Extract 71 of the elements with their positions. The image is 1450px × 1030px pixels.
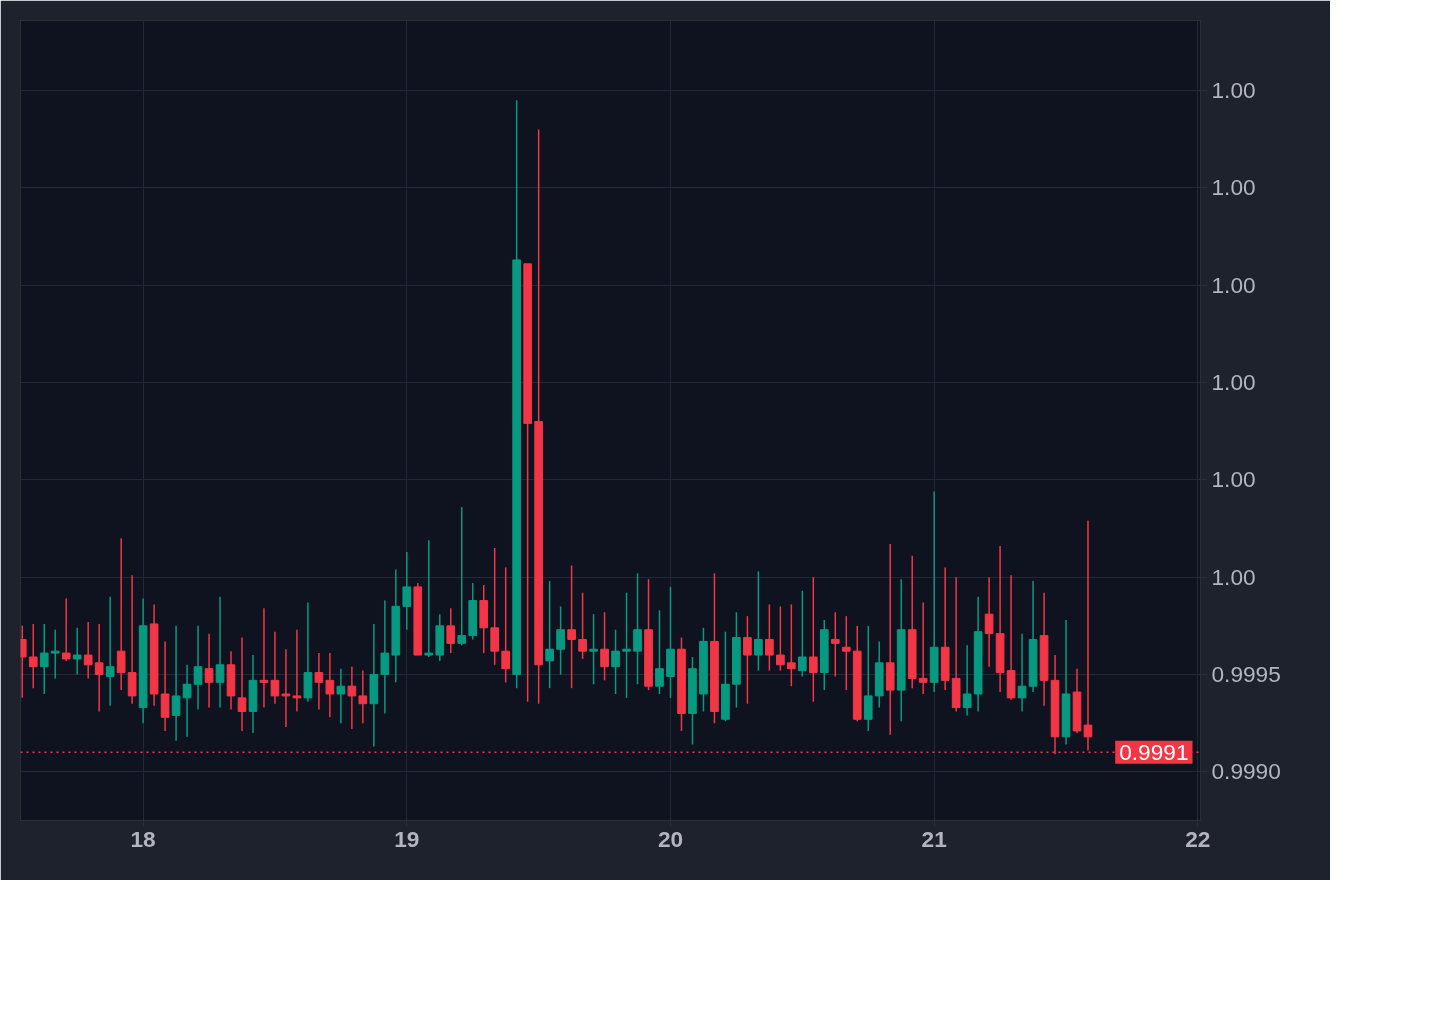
candlestick: [325, 652, 335, 719]
candlestick: [61, 597, 71, 662]
y-tick-label: 1.00: [1211, 271, 1256, 298]
candlestick: [830, 611, 840, 678]
candlestick: [655, 609, 664, 695]
candlestick: [105, 595, 115, 707]
candlestick: [116, 537, 126, 691]
candlestick: [1017, 632, 1027, 713]
candlestick: [424, 539, 434, 658]
candlestick: [490, 547, 500, 666]
candlestick: [39, 623, 49, 695]
candlestick: [83, 621, 93, 680]
candlestick: [567, 564, 576, 689]
candlestick: [204, 632, 214, 709]
x-tick-label: 20: [657, 825, 684, 852]
y-tick-label: 1.00: [1211, 77, 1256, 104]
x-tick-label: 22: [1185, 825, 1211, 852]
candlestick: [556, 605, 565, 676]
candlestick: [270, 630, 280, 705]
candlestick: [160, 640, 170, 732]
candlestick: [281, 648, 291, 728]
candlestick: [578, 592, 587, 660]
candlestick: [28, 623, 38, 689]
candlestick: [314, 652, 324, 711]
candlestick: [765, 603, 774, 672]
candlestick: [787, 603, 796, 687]
candlestick: [622, 592, 631, 699]
y-tick-label: 1.00: [1211, 563, 1256, 590]
candlestick: [808, 576, 818, 703]
y-tick-label: 0.9990: [1211, 758, 1281, 785]
candlestick: [743, 615, 752, 705]
candlestick: [797, 590, 807, 678]
y-tick-label: 1.00: [1211, 174, 1256, 201]
candlestick: [446, 607, 456, 654]
candlestick: [193, 625, 203, 711]
candlestick: [215, 595, 225, 709]
candlestick: [171, 625, 181, 742]
candlestick: [611, 629, 620, 695]
candlestick: [127, 574, 137, 705]
candlestick: [984, 576, 994, 668]
candlestick: [292, 629, 302, 713]
x-tick-label: 19: [394, 825, 420, 852]
candlestick: [336, 667, 346, 724]
candlestick: [457, 506, 467, 647]
candlestick: [841, 615, 851, 691]
candlestick: [72, 627, 82, 676]
candlestick: [863, 625, 873, 732]
candlestick: [237, 636, 247, 732]
candlestick: [501, 566, 511, 684]
x-tick-label: 21: [921, 825, 947, 852]
candlestick: [358, 669, 368, 724]
y-tick-label: 1.00: [1211, 369, 1256, 396]
y-tick-label: 0.9995: [1211, 661, 1281, 688]
candlestick: [347, 665, 357, 730]
candlestick: [918, 601, 928, 695]
candlestick: [259, 607, 269, 709]
candlestick: [962, 644, 972, 717]
ref-line-label: 0.9991: [1119, 738, 1189, 765]
candlestick: [589, 613, 598, 685]
candlestick: [600, 611, 609, 682]
candlestick: [402, 551, 412, 631]
y-tick-label: 1.00: [1211, 466, 1256, 493]
candlestick: [380, 599, 390, 715]
x-tick-label: 18: [130, 825, 156, 852]
candlestick: [94, 623, 104, 713]
candlestick: [754, 570, 763, 672]
candlestick: [50, 629, 60, 680]
candlestick: [545, 580, 554, 689]
candlestick: [182, 664, 192, 738]
candlestick: [633, 572, 642, 685]
candlestick: [776, 605, 785, 672]
